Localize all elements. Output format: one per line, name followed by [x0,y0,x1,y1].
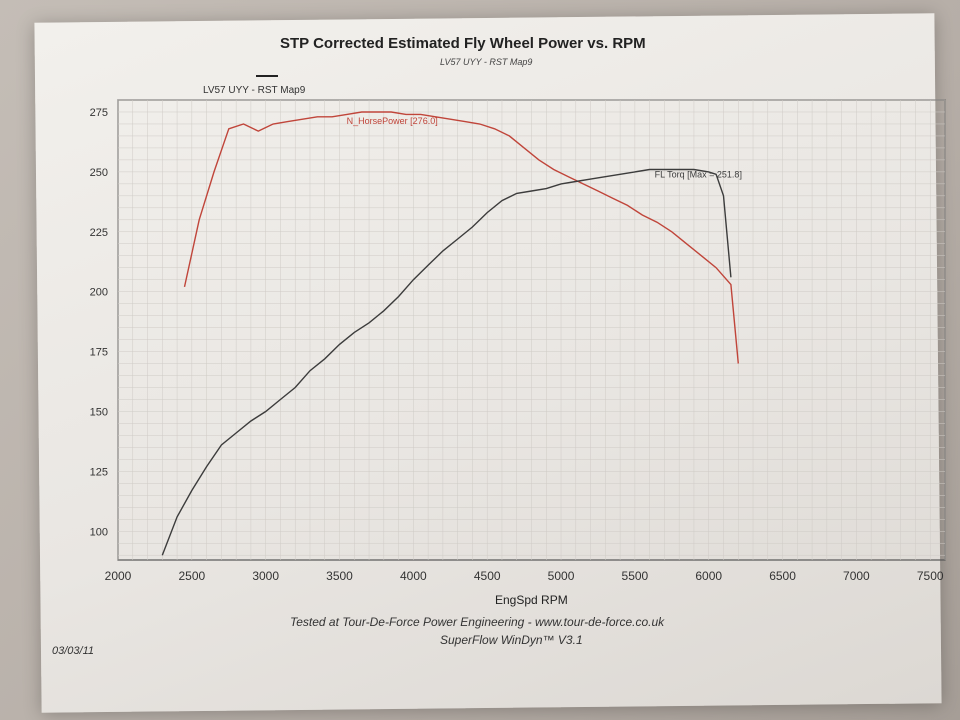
y-tick-label: 125 [90,466,108,478]
y-tick-label: 150 [90,406,108,418]
x-tick-label: 5500 [622,569,649,583]
chart-subtitle: LV57 UYY - RST Map9 [440,57,533,67]
x-tick-label: 7000 [843,569,870,583]
x-tick-label: 2000 [105,569,132,583]
y-tick-label: 200 [90,287,108,299]
y-tick-label: 275 [90,107,108,119]
series-line-1 [183,111,739,364]
print-date: 03/03/11 [52,645,95,657]
x-tick-label: 4000 [400,569,427,583]
series-annotation-2: FL Torq [Max = 251.8] [655,169,742,179]
y-tick-label: 250 [90,167,108,179]
y-tick-label: 175 [90,347,108,359]
x-tick-label: 6500 [769,569,796,583]
x-tick-label: 3000 [252,569,279,583]
y-tick-label: 225 [90,227,108,239]
series-annotation-1: N_HorsePower [276.0] [347,116,438,126]
chart-title: STP Corrected Estimated Fly Wheel Power … [280,35,646,52]
y-tick-label: 100 [90,526,108,538]
x-tick-label: 2500 [178,569,205,583]
x-tick-label: 7500 [917,569,944,583]
legend-label: LV57 UYY - RST Map9 [203,85,306,96]
x-tick-label: 3500 [326,569,353,583]
footer-software: SuperFlow WinDyn™ V3.1 [440,633,583,647]
x-tick-label: 6000 [695,569,722,583]
x-tick-label: 4500 [474,569,501,583]
series-line-2 [161,168,732,556]
legend-swatch [256,75,278,77]
x-axis-label: EngSpd RPM [495,593,568,607]
x-tick-label: 5000 [548,569,575,583]
footer-test-location: Tested at Tour-De-Force Power Engineerin… [290,615,665,629]
